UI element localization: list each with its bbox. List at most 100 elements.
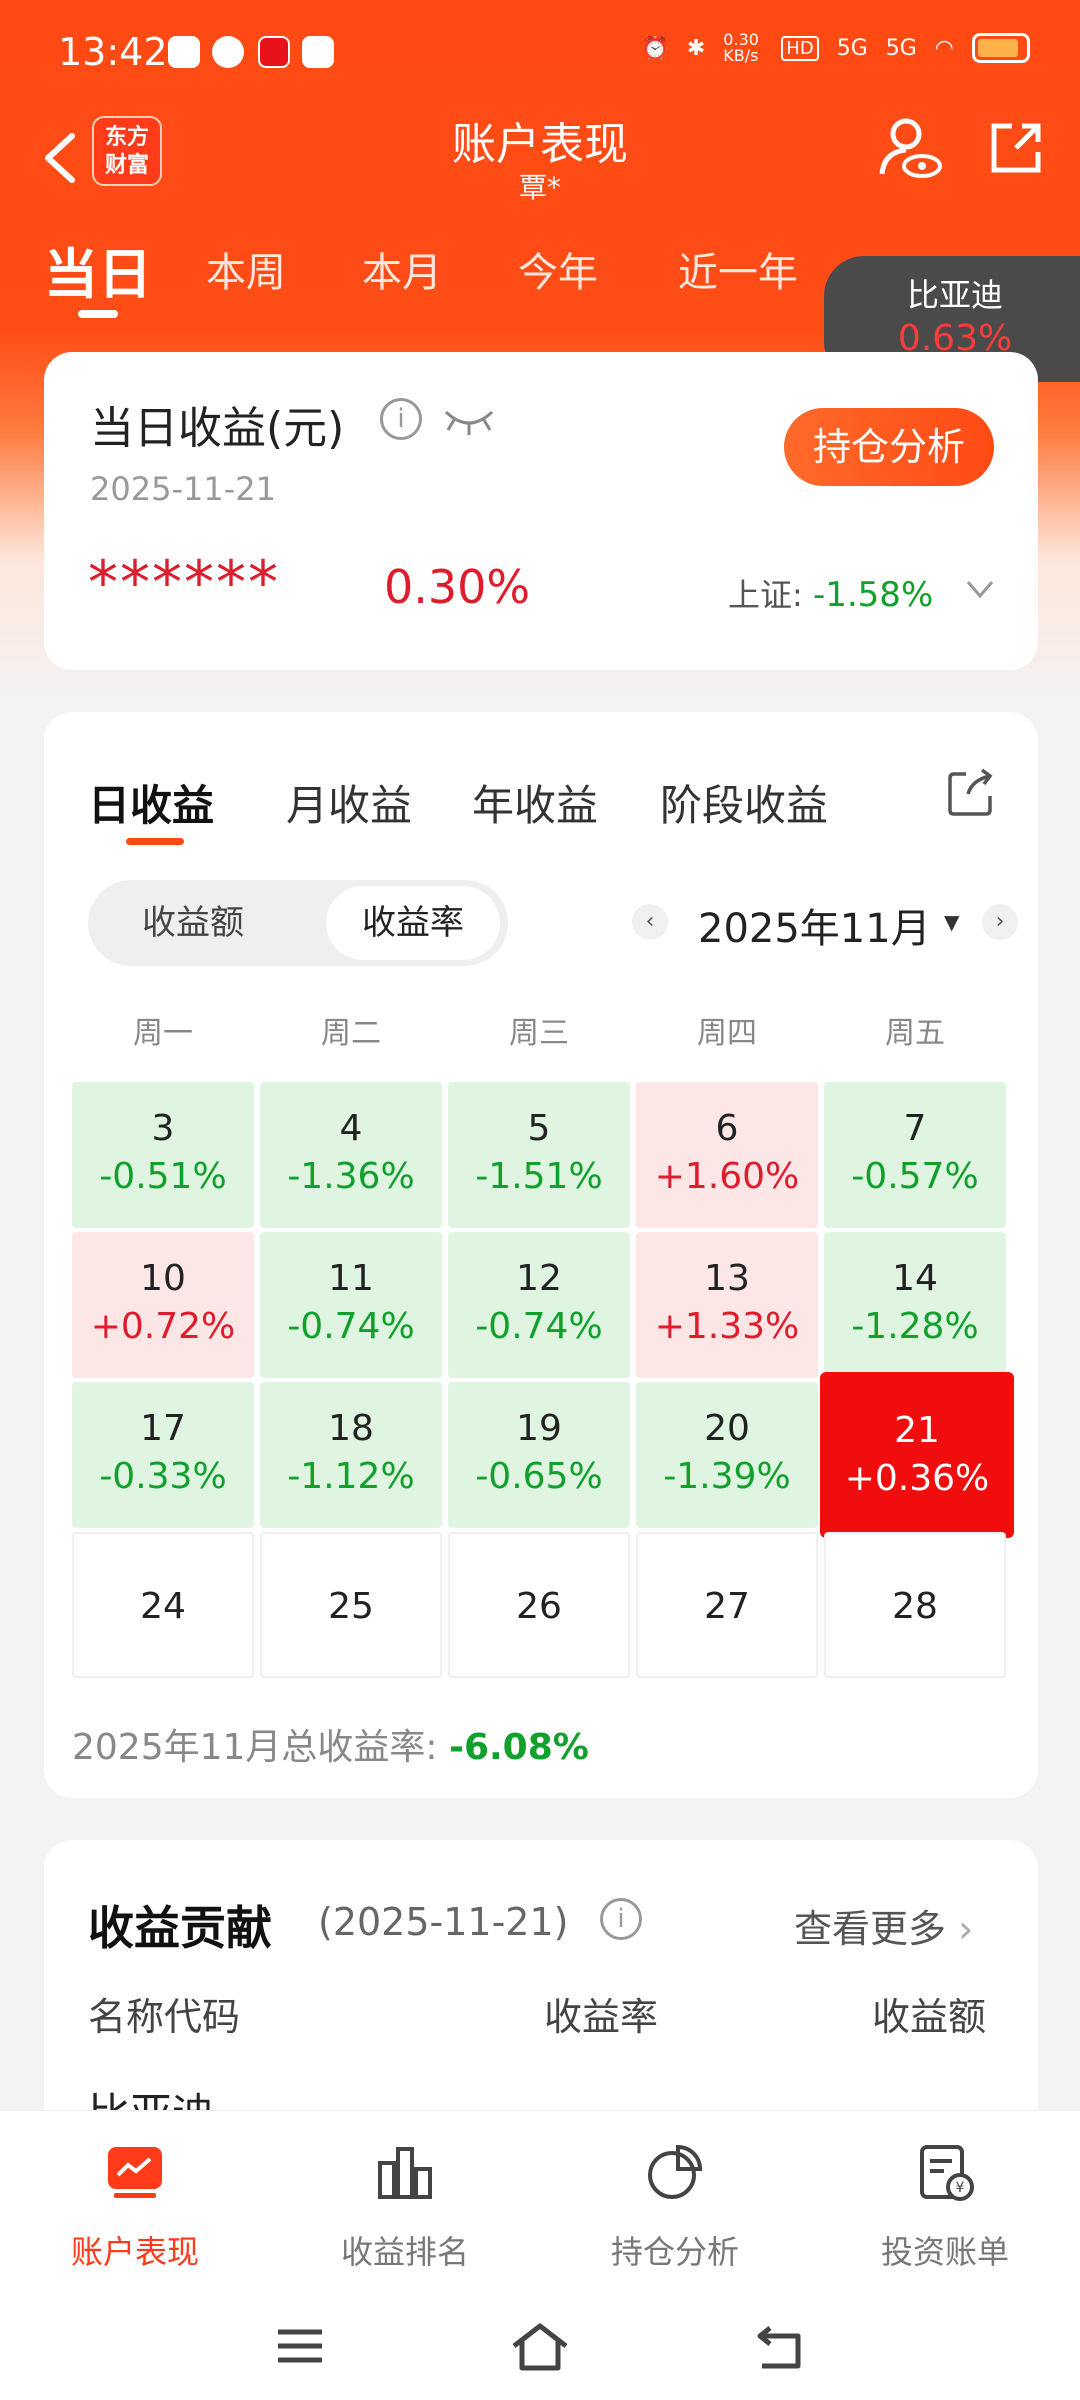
system-nav-bar — [0, 2296, 1080, 2400]
contribution-title: 收益贡献 — [88, 1901, 272, 1955]
calendar-day-cell[interactable]: 11 -0.74% — [260, 1232, 442, 1378]
subtab-yearly[interactable]: 年收益 — [472, 781, 599, 830]
pie-chart-icon — [648, 2144, 703, 2199]
month-dropdown-icon[interactable]: ▼ — [944, 910, 960, 934]
profit-calendar-card: 日收益 月收益 年收益 阶段收益 收益额 收益率 ‹ 2025年11月 ▼ › … — [44, 712, 1038, 1798]
tab-position-analysis[interactable]: 持仓分析 — [540, 2111, 810, 2297]
info-icon[interactable]: i — [380, 398, 422, 440]
account-name: 覃* — [518, 171, 561, 204]
calendar-day-number: 25 — [328, 1586, 374, 1627]
calendar-day-cell[interactable]: 17 -0.33% — [72, 1382, 254, 1528]
calendar-day-number: 18 — [328, 1408, 374, 1449]
month-total-value: -6.08% — [449, 1727, 589, 1768]
bluetooth-icon: ✱ — [686, 35, 706, 61]
calendar-day-cell[interactable]: 12 -0.74% — [448, 1232, 630, 1378]
back-icon[interactable] — [754, 2322, 806, 2372]
calendar-day-cell[interactable]: 7 -0.57% — [824, 1082, 1006, 1228]
calendar-day-cell[interactable]: 24 — [72, 1532, 254, 1678]
net-speed: 0.30 KB/s — [723, 30, 759, 65]
calendar-day-number: 28 — [892, 1586, 938, 1627]
calendar-day-cell[interactable]: 4 -1.36% — [260, 1082, 442, 1228]
calendar-day-cell[interactable]: 25 — [260, 1532, 442, 1678]
back-arrow-icon[interactable] — [36, 128, 86, 188]
current-month[interactable]: 2025年11月 — [698, 906, 931, 952]
tab-last-year[interactable]: 近一年 — [678, 250, 798, 296]
col-rate: 收益率 — [544, 1995, 659, 2039]
position-analysis-button[interactable]: 持仓分析 — [784, 408, 994, 486]
tab-label: 持仓分析 — [610, 2233, 739, 2271]
chevron-right-icon: › — [958, 1907, 974, 1951]
calendar-day-cell[interactable]: 14 -1.28% — [824, 1232, 1006, 1378]
calendar-day-cell[interactable]: 18 -1.12% — [260, 1382, 442, 1528]
calendar-day-number: 11 — [328, 1258, 374, 1299]
tab-today[interactable]: 当日 — [44, 230, 152, 318]
calendar-day-number: 4 — [339, 1108, 363, 1149]
subtab-monthly[interactable]: 月收益 — [286, 781, 413, 830]
tab-profit-ranking[interactable]: 收益排名 — [270, 2111, 540, 2297]
chevron-down-icon[interactable] — [962, 574, 998, 604]
eye-hidden-icon[interactable] — [442, 404, 496, 438]
calendar-day-number: 14 — [892, 1258, 938, 1299]
calendar-grid: 3 -0.51% 4 -1.36% 5 -1.51% 6 +1.60% 7 -0.57% 10 +0.… — [72, 1082, 1014, 1682]
calendar-day-cell[interactable]: 10 +0.72% — [72, 1232, 254, 1378]
toast-stock-name: 比亚迪 — [906, 276, 1003, 314]
calendar-day-cell[interactable]: 28 — [824, 1532, 1006, 1678]
user-privacy-icon[interactable] — [876, 114, 946, 184]
toggle-rate[interactable]: 收益率 — [326, 886, 500, 960]
calendar-day-cell[interactable]: 5 -1.51% — [448, 1082, 630, 1228]
tab-account-performance[interactable]: 账户表现 — [0, 2111, 270, 2297]
status-time: 13:42 — [58, 30, 168, 74]
daily-rate: 0.30% — [384, 560, 531, 614]
menu-icon[interactable] — [274, 2322, 326, 2372]
calendar-day-cell[interactable]: 21 +0.36% — [820, 1372, 1014, 1538]
tab-year[interactable]: 今年 — [518, 250, 598, 296]
calendar-day-number: 3 — [151, 1108, 175, 1149]
weekday: 周四 — [697, 1016, 757, 1051]
view-more-link[interactable]: 查看更多 › — [794, 1898, 973, 1953]
calendar-day-rate: -0.74% — [287, 1306, 415, 1347]
tab-label: 账户表现 — [70, 2233, 199, 2271]
chart-screen-icon — [108, 2147, 162, 2198]
calendar-day-cell[interactable]: 26 — [448, 1532, 630, 1678]
status-right: ⏰ ✱ 0.30 KB/s HD 5G 5G ◠ — [641, 32, 1030, 64]
calendar-day-cell[interactable]: 27 — [636, 1532, 818, 1678]
prev-month-icon[interactable]: ‹ — [632, 904, 668, 940]
calendar-day-cell[interactable]: 13 +1.33% — [636, 1232, 818, 1378]
calendar-day-cell[interactable]: 19 -0.65% — [448, 1382, 630, 1528]
next-month-icon[interactable]: › — [982, 904, 1018, 940]
subtab-daily[interactable]: 日收益 — [88, 772, 214, 845]
index-compare[interactable]: 上证: -1.58% — [728, 570, 933, 616]
gift-icon — [302, 36, 334, 68]
weekday: 周三 — [509, 1016, 569, 1051]
calendar-day-cell[interactable]: 20 -1.39% — [636, 1382, 818, 1528]
calendar-day-cell[interactable]: 6 +1.60% — [636, 1082, 818, 1228]
app-badge-icon — [258, 36, 290, 68]
col-amount: 收益额 — [872, 1995, 987, 2039]
tab-investment-bill[interactable]: ¥ 投资账单 — [810, 2111, 1080, 2297]
calendar-day-number: 26 — [516, 1586, 562, 1627]
col-name: 名称代码 — [88, 1995, 241, 2039]
calendar-day-rate: -0.57% — [851, 1156, 979, 1197]
tab-month[interactable]: 本月 — [362, 250, 442, 296]
share-icon[interactable] — [986, 118, 1046, 178]
status-bar: 13:42 ⏰ ✱ 0.30 KB/s HD 5G 5G ◠ — [0, 0, 1080, 110]
metric-toggle: 收益额 收益率 — [88, 880, 508, 966]
calendar-day-number: 19 — [516, 1408, 562, 1449]
summary-title: 当日收益(元) — [90, 403, 345, 454]
calendar-day-rate: -1.12% — [287, 1456, 415, 1497]
daily-summary-card: 当日收益(元) i 2025-11-21 ****** 0.30% 持仓分析 上… — [44, 352, 1038, 670]
index-label: 上证: — [728, 576, 803, 614]
calendar-day-rate: -1.36% — [287, 1156, 415, 1197]
subtab-period[interactable]: 阶段收益 — [660, 781, 829, 830]
calendar-day-number: 12 — [516, 1258, 562, 1299]
info-icon[interactable]: i — [600, 1898, 642, 1940]
tab-week[interactable]: 本周 — [206, 250, 286, 296]
toggle-amount[interactable]: 收益额 — [142, 903, 244, 943]
calendar-day-rate: -1.28% — [851, 1306, 979, 1347]
calendar-day-rate: +0.36% — [844, 1458, 990, 1499]
export-icon[interactable] — [944, 766, 996, 818]
home-icon[interactable] — [510, 2322, 570, 2372]
calendar-day-cell[interactable]: 3 -0.51% — [72, 1082, 254, 1228]
month-total-label: 2025年11月总收益率: — [72, 1727, 438, 1768]
page-title: 账户表现 — [452, 119, 628, 170]
